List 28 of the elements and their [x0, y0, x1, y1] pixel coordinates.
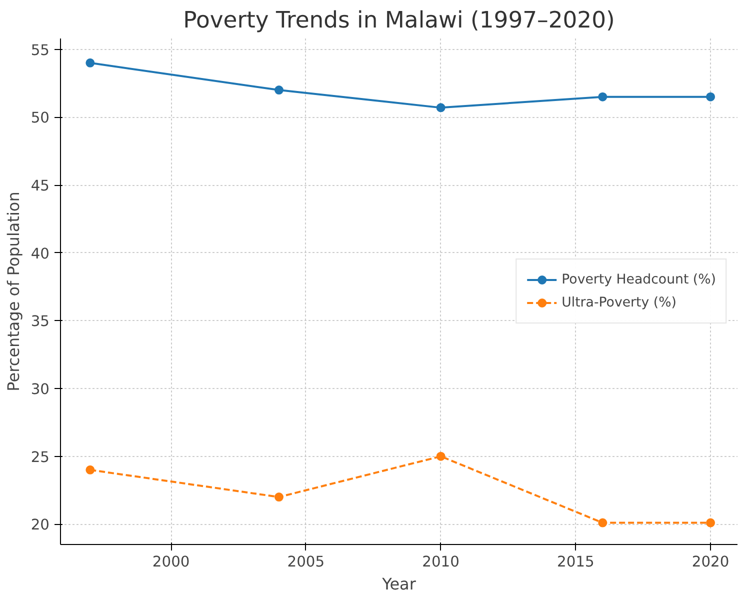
point — [598, 92, 608, 102]
point — [86, 465, 95, 474]
y-tick-label: 40 — [30, 245, 50, 262]
x-tick-label: 2005 — [287, 554, 325, 570]
legend-label: Ultra-Poverty (%) — [562, 295, 676, 310]
x-axis-title: Year — [381, 574, 416, 594]
y-tick-label: 20 — [30, 516, 50, 534]
point — [598, 518, 608, 528]
x-tick-label: 2010 — [422, 554, 460, 570]
y-tick-label: 50 — [30, 110, 50, 127]
point — [436, 103, 446, 112]
chart-title: Poverty Trends in Malawi (1997–2020) — [183, 8, 615, 34]
point — [86, 58, 95, 68]
point — [274, 86, 284, 95]
x-tick-label: 2020 — [692, 554, 730, 570]
y-tick-label: 30 — [30, 380, 50, 398]
point — [706, 92, 716, 102]
y-tick-label: 45 — [30, 178, 50, 195]
x-tick-label: 2000 — [152, 554, 190, 570]
point — [436, 452, 446, 461]
point — [706, 518, 716, 528]
point — [274, 492, 284, 502]
y-axis-title: Percentage of Population — [4, 192, 23, 392]
y-tick-label: 55 — [30, 42, 50, 59]
y-tick-label: 25 — [30, 448, 50, 466]
y-tick-label: 35 — [30, 313, 50, 330]
legend-label: Poverty Headcount (%) — [562, 272, 716, 287]
x-tick-label: 2015 — [557, 554, 594, 570]
